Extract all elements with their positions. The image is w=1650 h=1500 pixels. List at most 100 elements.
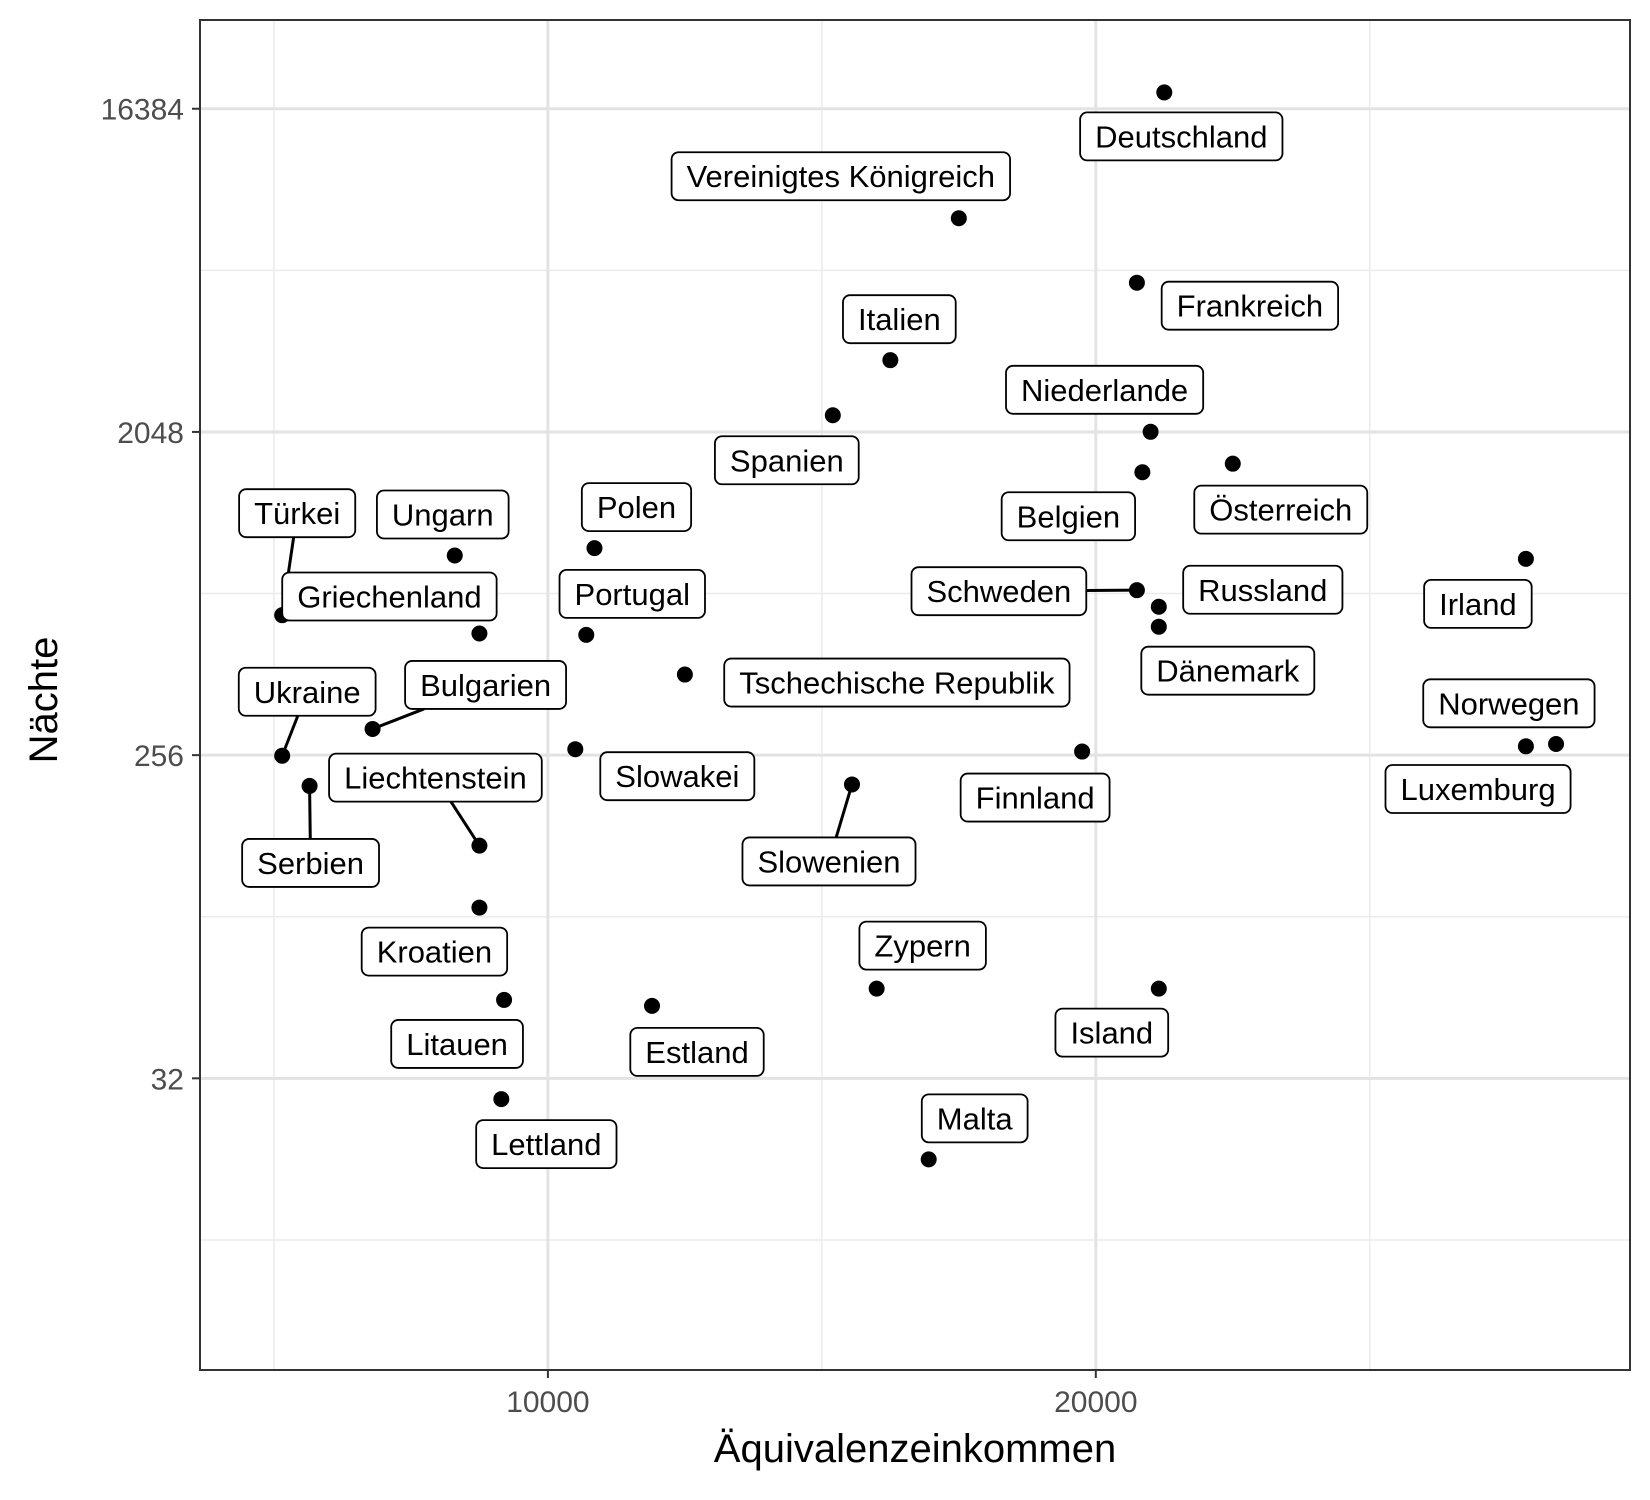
label-text: Schweden (927, 574, 1072, 609)
label-text: Polen (597, 490, 676, 525)
label-box (842, 294, 957, 345)
label-connector (308, 785, 312, 839)
label-box (360, 926, 509, 977)
data-point (471, 625, 488, 642)
data-point (471, 899, 488, 916)
label-box (475, 1119, 618, 1169)
data-point (364, 720, 381, 737)
label-text: Türkei (254, 496, 340, 531)
label-box (1422, 678, 1596, 729)
label-box (1079, 111, 1284, 162)
label-text: Ungarn (392, 497, 494, 532)
label-text: Slowakei (615, 759, 739, 794)
label-box (404, 660, 567, 710)
label-text: Tschechische Republik (739, 666, 1055, 701)
point-label: Österreich (1193, 484, 1369, 535)
data-point (493, 1091, 510, 1108)
axis-ticks: 10000 20000 32 256 2048 16384 (101, 94, 1138, 1419)
plot-panel-border (199, 19, 1631, 1371)
x-tick-label: 10000 (506, 1386, 589, 1419)
point-labels: Deutschland Vereinigtes Königreich Frankre… (237, 111, 1596, 1169)
point-label: Kroatien (360, 926, 509, 977)
y-axis-title: Nächte (22, 637, 66, 764)
point-label: Slowenien (741, 836, 917, 887)
label-box (1423, 578, 1533, 629)
label-text: Frankreich (1177, 289, 1323, 324)
data-point (567, 741, 584, 758)
point-label: Irland (1423, 578, 1533, 629)
label-box (959, 772, 1111, 823)
label-box (629, 1027, 765, 1077)
data-point (1517, 738, 1534, 755)
point-label: Portugal (558, 568, 706, 619)
data-point (446, 547, 463, 564)
label-text: Italien (858, 302, 941, 337)
point-label: Finnland (959, 772, 1111, 823)
label-box (238, 488, 357, 539)
label-text: Kroatien (377, 935, 492, 970)
point-label: Tschechische Republik (723, 657, 1071, 708)
label-box (723, 657, 1071, 708)
data-point (920, 1151, 937, 1168)
point-label: Zypern (858, 920, 987, 971)
label-box (390, 1019, 524, 1069)
point-label: Dänemark (1140, 645, 1316, 696)
y-tick-label: 2048 (117, 417, 184, 450)
label-text: Slowenien (757, 844, 900, 879)
point-label: Polen (580, 482, 693, 532)
point-label: Schweden (910, 566, 1088, 617)
label-box (920, 1093, 1029, 1144)
label-box (858, 920, 987, 971)
label-box (1054, 1007, 1170, 1058)
data-point (1128, 274, 1145, 291)
point-label: Türkei (238, 488, 357, 539)
label-text: Niederlande (1021, 373, 1188, 408)
label-box (599, 751, 756, 802)
label-text: Irland (1439, 587, 1517, 622)
data-point (824, 407, 841, 424)
data-point (1517, 550, 1534, 567)
point-label: Ungarn (376, 489, 510, 540)
point-label: Bulgarien (404, 660, 567, 710)
label-box (670, 151, 1011, 202)
x-axis-title: Äquivalenzeinkommen (714, 1427, 1116, 1471)
data-point (843, 776, 860, 793)
point-label: Slowakei (599, 751, 756, 802)
label-box (1000, 491, 1136, 542)
label-box (281, 571, 498, 622)
label-connector (372, 707, 425, 731)
label-box (714, 435, 860, 486)
point-label: Niederlande (1005, 364, 1205, 415)
label-box (1384, 764, 1572, 814)
data-point (1150, 980, 1167, 997)
data-point (1150, 598, 1167, 615)
point-label: Deutschland (1079, 111, 1284, 162)
label-box (1140, 645, 1316, 696)
data-point (274, 747, 291, 764)
data-point (586, 540, 603, 557)
point-label: Griechenland (281, 571, 498, 622)
label-box (1005, 364, 1205, 415)
label-connector (834, 784, 854, 838)
data-point (1074, 743, 1091, 760)
data-point (644, 997, 661, 1014)
label-text: Griechenland (297, 579, 481, 614)
label-text: Lettland (491, 1127, 601, 1162)
data-point (882, 352, 899, 369)
label-box (376, 489, 510, 540)
data-point (676, 666, 693, 683)
data-point (950, 210, 967, 227)
label-text: Malta (937, 1101, 1014, 1136)
label-text: Norwegen (1438, 686, 1579, 721)
point-label: Liechtenstein (328, 752, 543, 803)
label-box (241, 838, 380, 888)
point-label: Italien (842, 294, 957, 345)
point-label: Luxemburg (1384, 764, 1572, 814)
label-text: Ukraine (254, 675, 361, 710)
label-text: Dänemark (1156, 654, 1299, 689)
label-text: Deutschland (1095, 119, 1267, 154)
point-label: Malta (920, 1093, 1029, 1144)
data-point (1548, 736, 1565, 753)
label-text: Belgien (1017, 499, 1120, 534)
